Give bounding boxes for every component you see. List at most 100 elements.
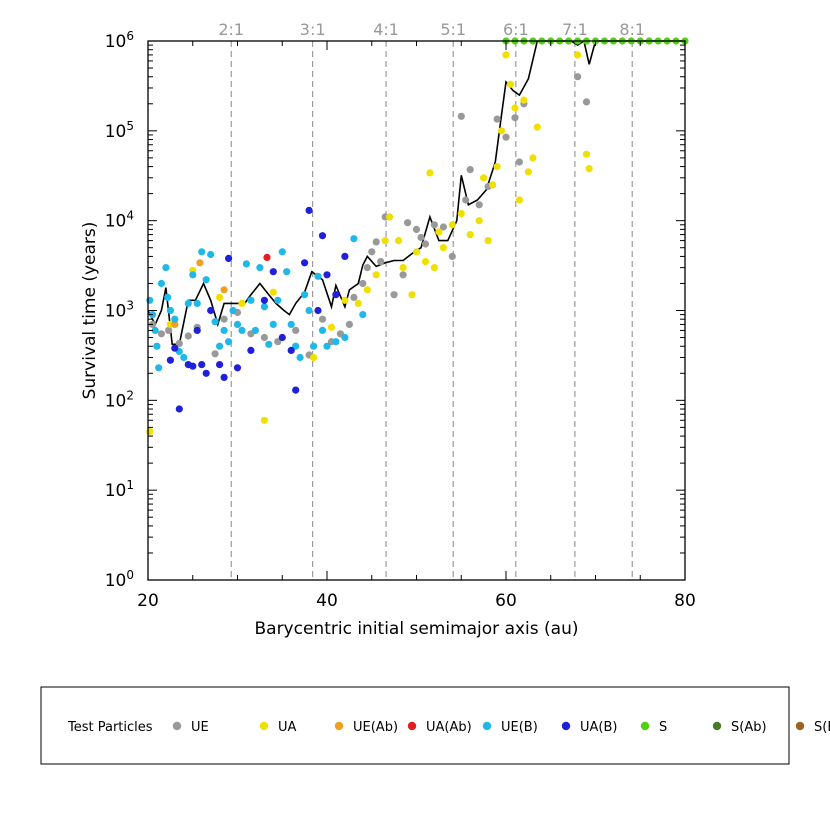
plot-frame bbox=[147, 40, 686, 581]
point-ue bbox=[430, 221, 438, 229]
point-ua bbox=[430, 264, 438, 272]
point-ua bbox=[506, 80, 515, 88]
point-ua-b bbox=[323, 271, 331, 279]
point-ue bbox=[350, 293, 358, 301]
point-ue bbox=[511, 114, 519, 122]
point-ue-b bbox=[207, 250, 215, 259]
point-ua bbox=[520, 96, 528, 104]
legend-items: UE UA UE(Ab) UA(Ab) UE(B) UA(B) S S(Ab) S(B) bbox=[172, 720, 830, 735]
point-ua bbox=[412, 248, 421, 256]
point-ua bbox=[381, 237, 389, 245]
point-ua-b bbox=[292, 386, 300, 394]
legend: Test Particles UE UA UE(Ab) UA(Ab) UE(B) UA(B… bbox=[40, 686, 830, 765]
point-ue-b bbox=[166, 306, 174, 315]
point-ue-b bbox=[198, 248, 206, 256]
point-ue-b bbox=[305, 306, 313, 315]
point-ue-b bbox=[229, 306, 237, 315]
point-ue-b bbox=[278, 248, 286, 256]
point-ue-b bbox=[287, 320, 295, 328]
point-ue-b bbox=[269, 320, 277, 328]
y-axis-title: Survival time (years) bbox=[80, 222, 100, 400]
point-ue-b bbox=[247, 296, 255, 304]
point-ue-b bbox=[341, 333, 349, 342]
point-ue-b bbox=[157, 279, 165, 288]
point-ue bbox=[462, 196, 470, 204]
point-ue-b bbox=[184, 299, 192, 307]
point-ua bbox=[475, 217, 483, 225]
point-ue-b bbox=[251, 326, 259, 334]
point-ua bbox=[146, 427, 154, 436]
legend-marker-s-ab bbox=[712, 721, 722, 731]
y-tick-label: 100 bbox=[105, 568, 134, 591]
point-ue bbox=[377, 258, 385, 266]
legend-label-s-b: S(B) bbox=[814, 720, 830, 735]
point-ua bbox=[386, 213, 394, 221]
point-ue-b bbox=[202, 276, 210, 284]
point-ua bbox=[439, 244, 447, 252]
resonance-label-5-1: 5:1 bbox=[440, 20, 466, 39]
point-ua bbox=[448, 221, 456, 229]
x-tick-label: 20 bbox=[137, 591, 159, 611]
legend-label-ue-ab: UE(Ab) bbox=[353, 720, 398, 735]
point-ua-b bbox=[278, 333, 286, 342]
x-axis-title: Barycentric initial semimajor axis (au) bbox=[254, 619, 578, 639]
point-ua bbox=[310, 353, 318, 362]
point-ue bbox=[359, 279, 367, 288]
point-ue-b bbox=[350, 235, 358, 243]
point-ue bbox=[175, 339, 183, 347]
point-ue-b bbox=[359, 311, 367, 319]
point-ua-b bbox=[225, 254, 233, 262]
point-ue bbox=[157, 330, 165, 338]
point-ue-b bbox=[323, 342, 331, 350]
point-ue bbox=[515, 158, 524, 166]
point-ua bbox=[493, 163, 501, 171]
legend-label-ue: UE bbox=[191, 720, 209, 735]
legend-label-s: S bbox=[659, 720, 667, 735]
point-ue-b bbox=[171, 315, 179, 323]
point-ue bbox=[466, 166, 474, 174]
point-ue bbox=[363, 264, 371, 272]
point-ue bbox=[493, 115, 501, 123]
point-ue-b bbox=[265, 340, 273, 348]
point-ue bbox=[345, 320, 353, 328]
legend-marker-s-b bbox=[795, 721, 805, 731]
point-ua-b bbox=[216, 361, 224, 369]
point-ua bbox=[327, 323, 336, 331]
point-ue bbox=[318, 315, 327, 323]
point-ue-b bbox=[220, 326, 228, 334]
point-ua-b bbox=[314, 306, 322, 315]
point-ue-b bbox=[189, 271, 197, 279]
point-ue bbox=[502, 133, 510, 141]
point-ue-b bbox=[310, 342, 318, 350]
resonance-lines: 2:1 3:1 4:1 5:1 6:1 7:1 8:1 bbox=[218, 20, 645, 580]
axes: 20 40 60 80 100 101 102 103 104 105 106 bbox=[105, 29, 696, 611]
point-ua-b bbox=[318, 232, 327, 240]
point-ua-b bbox=[220, 373, 228, 381]
resonance-label-4-1: 4:1 bbox=[373, 20, 399, 39]
point-ua bbox=[426, 169, 434, 177]
point-ua-b bbox=[207, 306, 215, 315]
point-ua-b bbox=[301, 259, 309, 267]
point-ua-b bbox=[193, 326, 201, 334]
x-tick-label: 40 bbox=[316, 591, 338, 611]
point-ua bbox=[515, 196, 524, 204]
point-ue-b bbox=[193, 299, 201, 307]
point-ue-b bbox=[216, 342, 224, 350]
point-ue-b bbox=[260, 303, 268, 311]
point-ue-b bbox=[296, 353, 304, 362]
point-ue-ab bbox=[196, 259, 204, 267]
point-ua bbox=[363, 286, 371, 294]
point-ua bbox=[497, 127, 506, 135]
y-tick-label: 105 bbox=[105, 119, 134, 142]
legend-marker-ue bbox=[172, 721, 182, 731]
point-ua bbox=[502, 51, 510, 59]
x-tick-label: 60 bbox=[495, 591, 517, 611]
point-ue-b bbox=[301, 291, 309, 299]
point-ua-b bbox=[166, 356, 174, 364]
y-tick-label: 104 bbox=[105, 209, 134, 232]
point-ue-b bbox=[242, 260, 250, 268]
y-tick-label: 101 bbox=[105, 478, 134, 501]
legend-label-ua: UA bbox=[278, 720, 297, 735]
point-ua bbox=[399, 264, 407, 272]
